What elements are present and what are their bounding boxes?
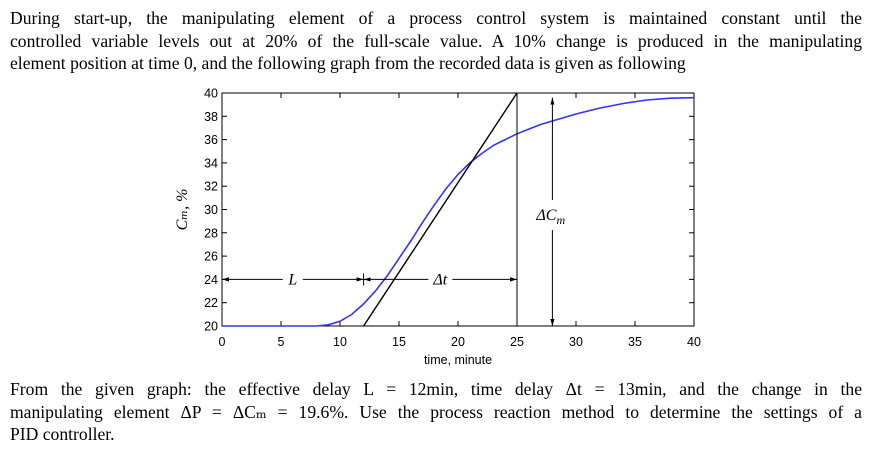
outro-line: PID controller. <box>10 424 115 444</box>
problem-question: From the given graph: the effective dela… <box>10 378 862 446</box>
x-tick-label: 40 <box>687 335 701 349</box>
y-tick-label: 28 <box>204 226 218 240</box>
dC-label-subscript: m <box>556 213 565 227</box>
y-axis-title: Cₘ, % <box>174 189 191 231</box>
x-tick-label: 20 <box>451 335 465 349</box>
y-tick-label: 26 <box>204 250 218 264</box>
intro-line: controlled variable levels out at 20% of… <box>10 30 862 51</box>
y-tick-label: 32 <box>204 180 218 194</box>
dt-label: Δt <box>432 271 447 288</box>
y-tick-label: 20 <box>204 320 218 334</box>
x-tick-label: 15 <box>392 335 406 349</box>
intro-line: element position at time 0, and the foll… <box>10 53 686 73</box>
tangent-line <box>363 92 518 327</box>
y-tick-label: 34 <box>204 156 218 170</box>
x-tick-label: 30 <box>569 335 583 349</box>
y-tick-label: 36 <box>204 133 218 147</box>
x-tick-label: 25 <box>510 335 524 349</box>
dC-label: ΔCm <box>535 207 565 227</box>
x-tick-label: 10 <box>333 335 347 349</box>
x-tick-label: 0 <box>219 335 226 349</box>
plot-frame <box>221 92 695 327</box>
y-tick-label: 40 <box>204 87 218 101</box>
y-tick-label: 22 <box>204 296 218 310</box>
problem-intro: During start-up, the manipulating elemen… <box>10 7 862 75</box>
x-axis-title: time, minute <box>424 353 492 367</box>
response-curve-line <box>222 96 695 327</box>
L-label: L <box>287 271 297 288</box>
outro-line: From the given graph: the effective dela… <box>10 379 862 399</box>
outro-line: manipulating element ΔP = ΔCₘ = 19.6%. U… <box>10 401 862 422</box>
y-tick-label: 24 <box>204 273 218 287</box>
x-tick-label: 5 <box>278 335 285 349</box>
x-tick-label: 35 <box>628 335 642 349</box>
y-tick-label: 38 <box>204 110 218 124</box>
y-tick-label: 30 <box>204 203 218 217</box>
intro-line: During start-up, the manipulating elemen… <box>10 8 862 28</box>
